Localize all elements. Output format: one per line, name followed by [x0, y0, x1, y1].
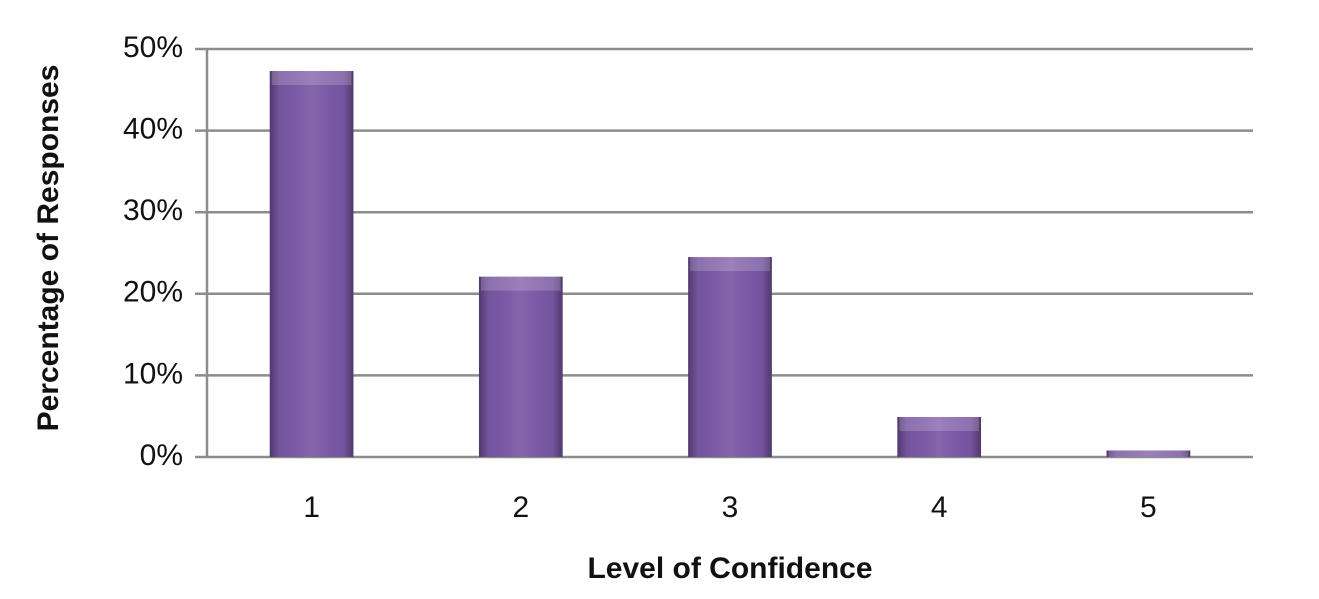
- y-tick-label: 10%: [123, 357, 183, 390]
- y-tick-label: 20%: [123, 276, 183, 309]
- x-tick-label: 2: [512, 491, 529, 524]
- bar-shade: [269, 71, 354, 458]
- bar-bevel: [480, 276, 561, 291]
- bar: [897, 417, 982, 457]
- y-axis-title: Percentage of Responses: [32, 65, 65, 432]
- bar-bevel: [1108, 450, 1189, 457]
- bar: [269, 71, 354, 458]
- x-tick-label: 1: [303, 491, 320, 524]
- bar-shade: [897, 417, 982, 457]
- bar-bevel: [271, 71, 352, 86]
- bar-bevel: [690, 257, 770, 272]
- x-tick-label: 5: [1140, 491, 1157, 524]
- bar: [1106, 450, 1191, 457]
- bar: [688, 257, 772, 457]
- bar-bevel: [899, 417, 980, 432]
- y-tick-label: 30%: [123, 194, 183, 227]
- y-tick-label: 40%: [123, 113, 183, 146]
- bar-shade: [478, 276, 563, 457]
- y-tick-label: 50%: [123, 31, 183, 64]
- x-tick-label: 4: [931, 491, 948, 524]
- bar-shade: [688, 257, 772, 457]
- bar: [478, 276, 563, 457]
- bar-shade: [1106, 450, 1191, 457]
- x-axis-title: Level of Confidence: [587, 552, 872, 585]
- x-tick-label: 3: [722, 491, 739, 524]
- y-tick-label: 0%: [140, 439, 183, 472]
